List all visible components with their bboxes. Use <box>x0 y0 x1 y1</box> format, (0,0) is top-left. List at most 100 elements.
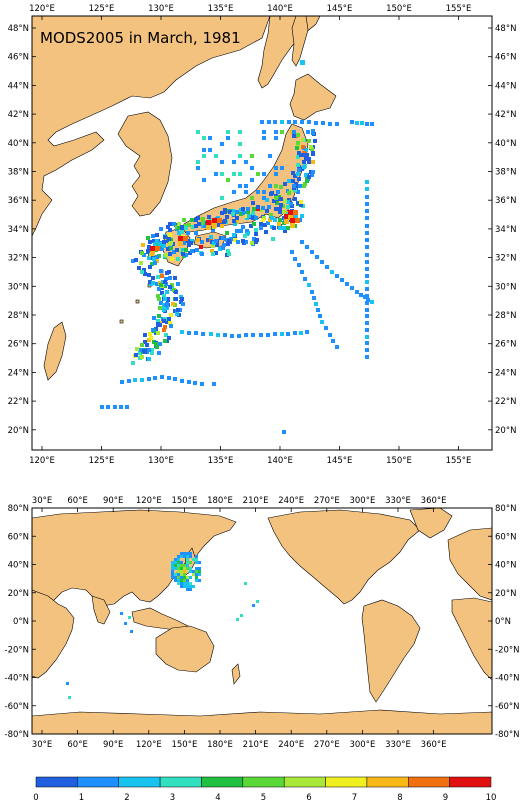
bottom-map-ticks: 30°E 30°E 60°E 60°E 90°E 90°E 120°E 120°E 150°E 1… <box>5 496 520 750</box>
observation-cell <box>274 196 278 200</box>
observation-cell <box>256 190 260 194</box>
observation-cell <box>202 136 206 140</box>
observation-cell <box>139 348 143 352</box>
observation-cell <box>166 225 170 229</box>
observation-cell <box>318 314 322 318</box>
observation-cell <box>227 252 231 256</box>
observation-cell <box>320 320 324 324</box>
observation-cell <box>168 285 172 289</box>
observation-cell <box>193 381 197 385</box>
observation-cell <box>159 227 163 231</box>
top-map-lat-label: 24°N <box>8 368 29 378</box>
top-map-lat-label: 40°N <box>8 139 29 149</box>
observation-cell <box>254 216 258 220</box>
observation-cell <box>160 247 164 251</box>
observation-cell <box>176 308 180 312</box>
observation-cell <box>198 567 201 570</box>
observation-cell <box>162 328 166 332</box>
observation-cell <box>195 570 198 573</box>
observation-cell <box>276 190 280 194</box>
observation-cell <box>314 121 318 125</box>
observation-cell <box>180 564 183 567</box>
observation-cell <box>279 185 283 189</box>
colorbar-label: 7 <box>352 793 357 803</box>
observation-cell <box>261 206 265 210</box>
observation-cell <box>301 138 305 142</box>
colorbar-swatch <box>366 776 409 788</box>
observation-cell <box>149 336 153 340</box>
observation-cell <box>365 355 369 359</box>
bottom-map-lon-label: 270°E <box>314 496 340 506</box>
observation-cell <box>195 576 198 579</box>
bottom-map-lon-label: 90°E <box>103 496 123 506</box>
observation-cell <box>365 328 369 332</box>
observation-cell <box>208 136 212 140</box>
observation-cell <box>151 328 155 332</box>
observation-cell <box>360 121 364 125</box>
bottom-map-lat-label: 40°N <box>8 561 29 571</box>
observation-cell <box>365 341 369 345</box>
bottom-map-lon-label: 90°E <box>103 740 123 750</box>
observation-cell <box>365 335 369 339</box>
top-map-lon-label: 145°E <box>327 4 353 14</box>
colorbar-label: 6 <box>306 793 311 803</box>
observation-cell <box>157 287 161 291</box>
observation-cell <box>259 226 263 230</box>
colorbar-label: 10 <box>486 793 497 803</box>
observation-cell <box>189 570 192 573</box>
observation-cell <box>227 239 231 243</box>
observation-cell <box>251 333 255 337</box>
observation-cell <box>189 241 193 245</box>
observation-cell <box>235 216 239 220</box>
bottom-map-lon-label: 270°E <box>314 740 340 750</box>
observation-cell <box>306 130 310 134</box>
observation-cell <box>304 173 308 177</box>
observation-cell <box>177 576 180 579</box>
observation-cell <box>199 245 203 249</box>
observation-cell <box>266 333 270 337</box>
top-map-lat-label: 32°N <box>495 254 516 264</box>
observation-cell <box>259 333 263 337</box>
observation-cell <box>221 236 225 240</box>
observation-cell <box>160 375 164 379</box>
africa-wrap <box>451 597 492 681</box>
observation-cell <box>311 131 315 135</box>
observation-cell <box>312 296 316 300</box>
observation-cell <box>180 561 183 564</box>
observation-cell <box>359 293 363 297</box>
observation-cell <box>167 336 171 340</box>
observation-cell <box>189 567 192 570</box>
observation-cell <box>252 222 256 226</box>
observation-cell <box>240 614 243 617</box>
observation-cell <box>290 218 295 223</box>
observation-cell <box>180 555 183 558</box>
observation-cell <box>202 148 206 152</box>
observation-cell <box>335 274 339 278</box>
bottom-map-lon-label: 150°E <box>171 740 197 750</box>
observation-cell <box>143 350 147 354</box>
observation-cell <box>238 172 242 176</box>
observation-cell <box>226 130 230 134</box>
bottom-map-lat-label: -80°N <box>5 730 30 740</box>
observation-cell <box>186 567 189 570</box>
observation-cell <box>195 555 198 558</box>
observation-cell <box>152 316 156 320</box>
observation-cell <box>350 286 354 290</box>
top-map-lon-label: 155°E <box>446 456 472 466</box>
observation-cell <box>190 218 194 222</box>
observation-cell <box>282 226 286 230</box>
observation-cell <box>307 175 311 179</box>
observation-cell <box>186 231 190 235</box>
observation-cell <box>287 179 291 183</box>
observation-cell <box>279 197 283 201</box>
observation-cell <box>196 160 200 164</box>
observation-cell <box>365 321 369 325</box>
observation-cell <box>241 207 245 211</box>
bottom-map-lon-label: 180°E <box>207 740 233 750</box>
observation-cell <box>162 244 166 248</box>
observation-cell <box>314 302 318 306</box>
observation-cell <box>174 579 177 582</box>
observation-cell <box>365 238 369 242</box>
observation-cell <box>153 242 157 246</box>
observation-cell <box>365 209 369 213</box>
